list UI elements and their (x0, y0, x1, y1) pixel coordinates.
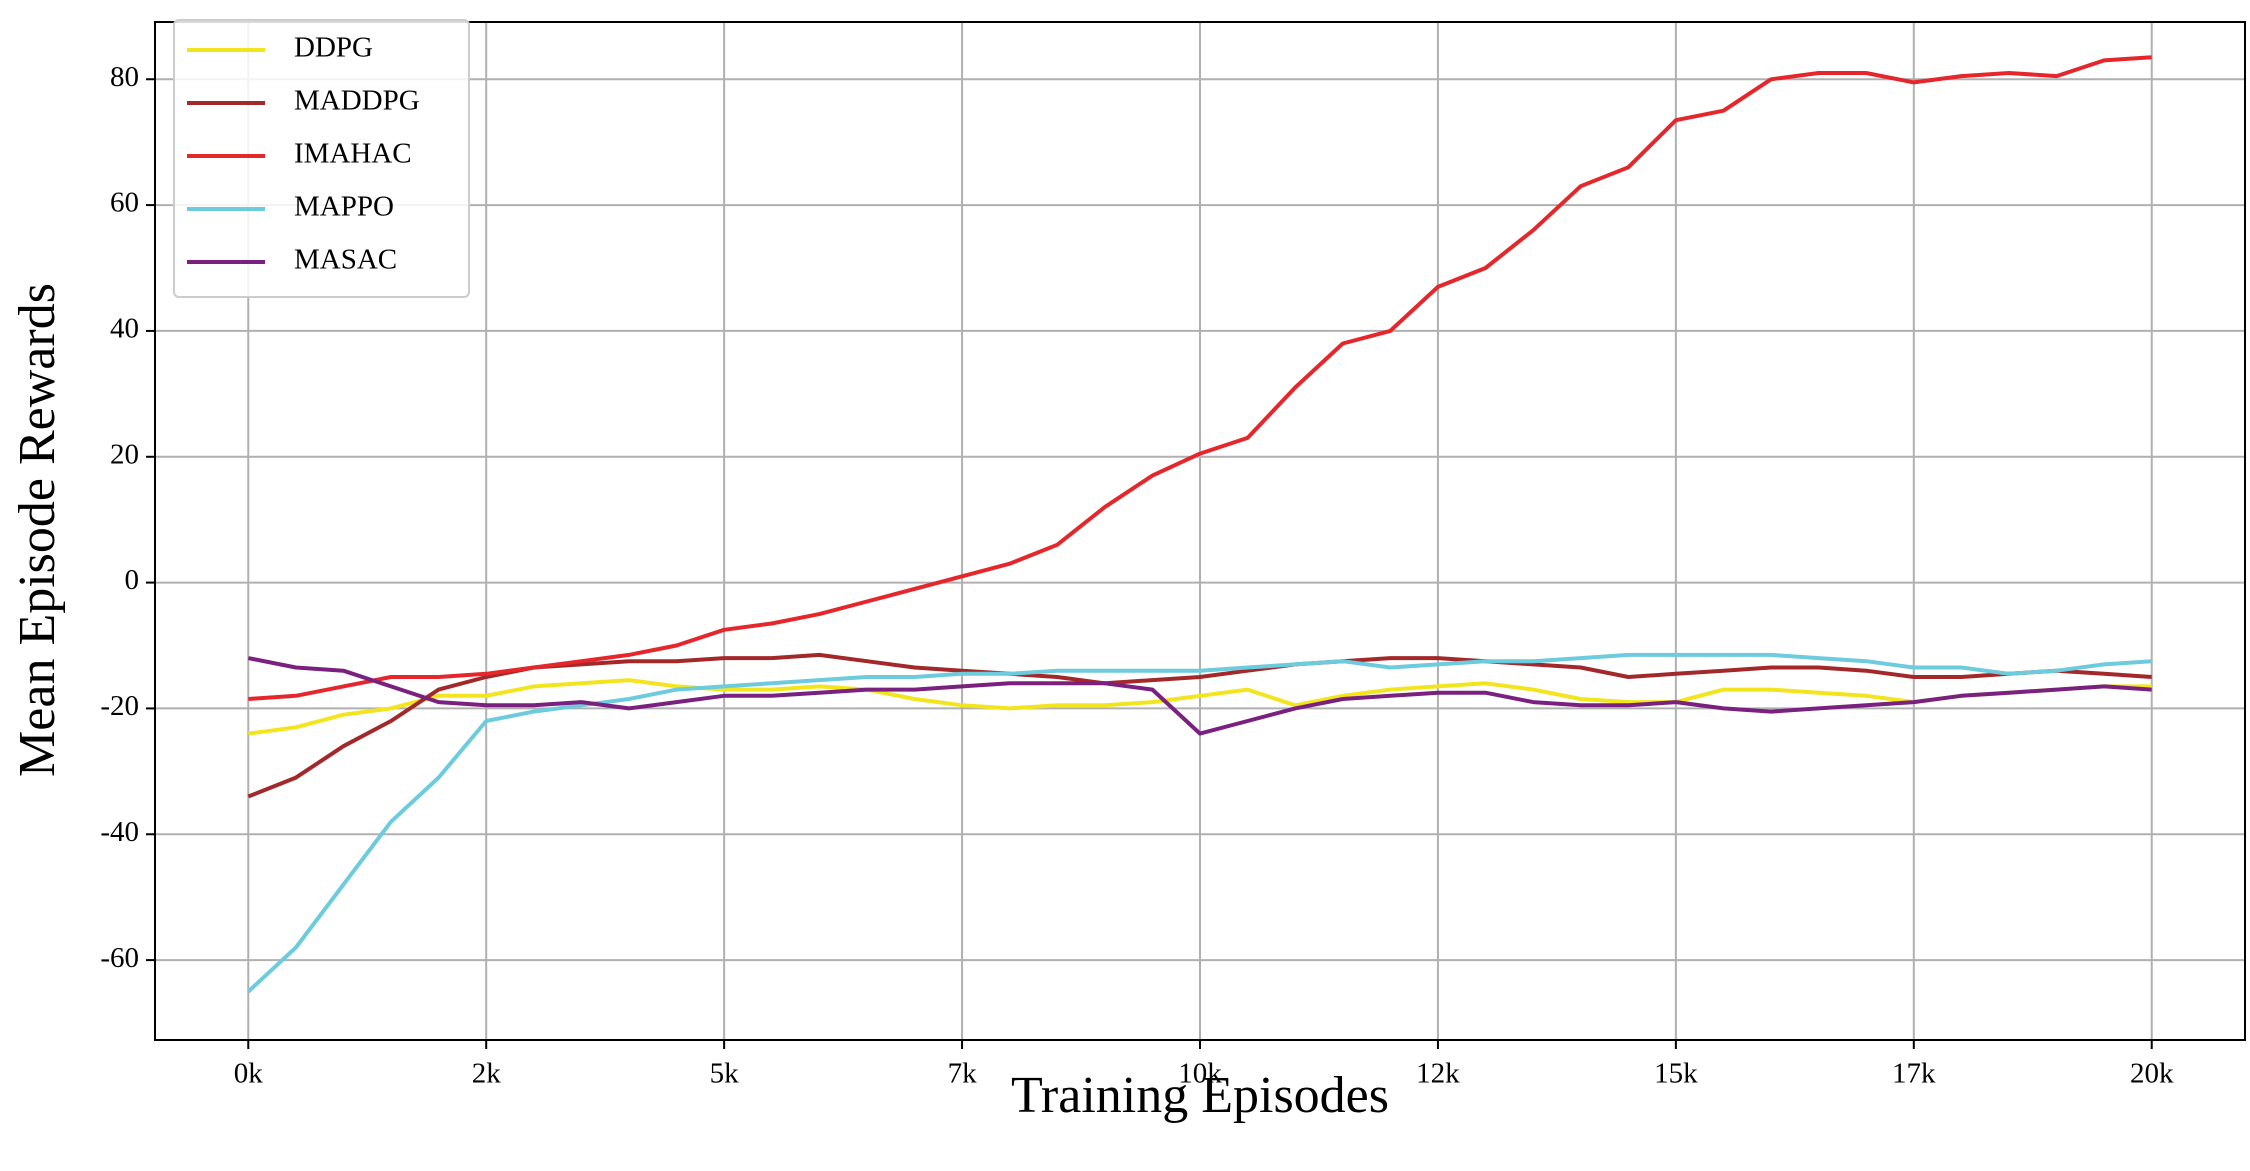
series-line (247, 656, 2152, 736)
legend-box (173, 19, 470, 298)
x-tick-label: 0k (234, 1058, 264, 1090)
y-tick-label: -60 (100, 942, 139, 974)
x-tick-label: 10k (1178, 1058, 1222, 1090)
x-axis-label: Training Episodes (1011, 1067, 1389, 1124)
x-tick-label: 15k (1654, 1058, 1698, 1090)
legend-label: IMAHAC (294, 138, 412, 170)
y-tick-label: 80 (110, 61, 139, 93)
x-tick-label: 5k (710, 1058, 740, 1090)
legend-label: DDPG (294, 32, 373, 64)
y-axis-label: Mean Episode Rewards (9, 283, 66, 777)
x-tick-label: 2k (472, 1058, 502, 1090)
x-tick-label: 17k (1892, 1058, 1936, 1090)
y-tick-label: 40 (110, 313, 139, 345)
y-tick-label: 0 (125, 564, 140, 596)
y-tick-label: 60 (110, 187, 139, 219)
x-tick-label: 7k (948, 1058, 978, 1090)
legend-label: MASAC (294, 244, 397, 276)
legend-label: MADDPG (294, 85, 420, 117)
series-line (248, 678, 2152, 736)
x-tick-label: 20k (2130, 1058, 2174, 1090)
x-tick-label: 12k (1416, 1058, 1460, 1090)
series-line (246, 652, 2152, 994)
series-line (247, 652, 2152, 799)
y-tick-label: 20 (110, 438, 139, 470)
series-line (248, 55, 2152, 701)
plot-frame (154, 21, 2246, 1041)
legend-label: MAPPO (294, 191, 394, 223)
y-tick-label: -40 (100, 816, 139, 848)
y-tick-label: -20 (100, 690, 139, 722)
